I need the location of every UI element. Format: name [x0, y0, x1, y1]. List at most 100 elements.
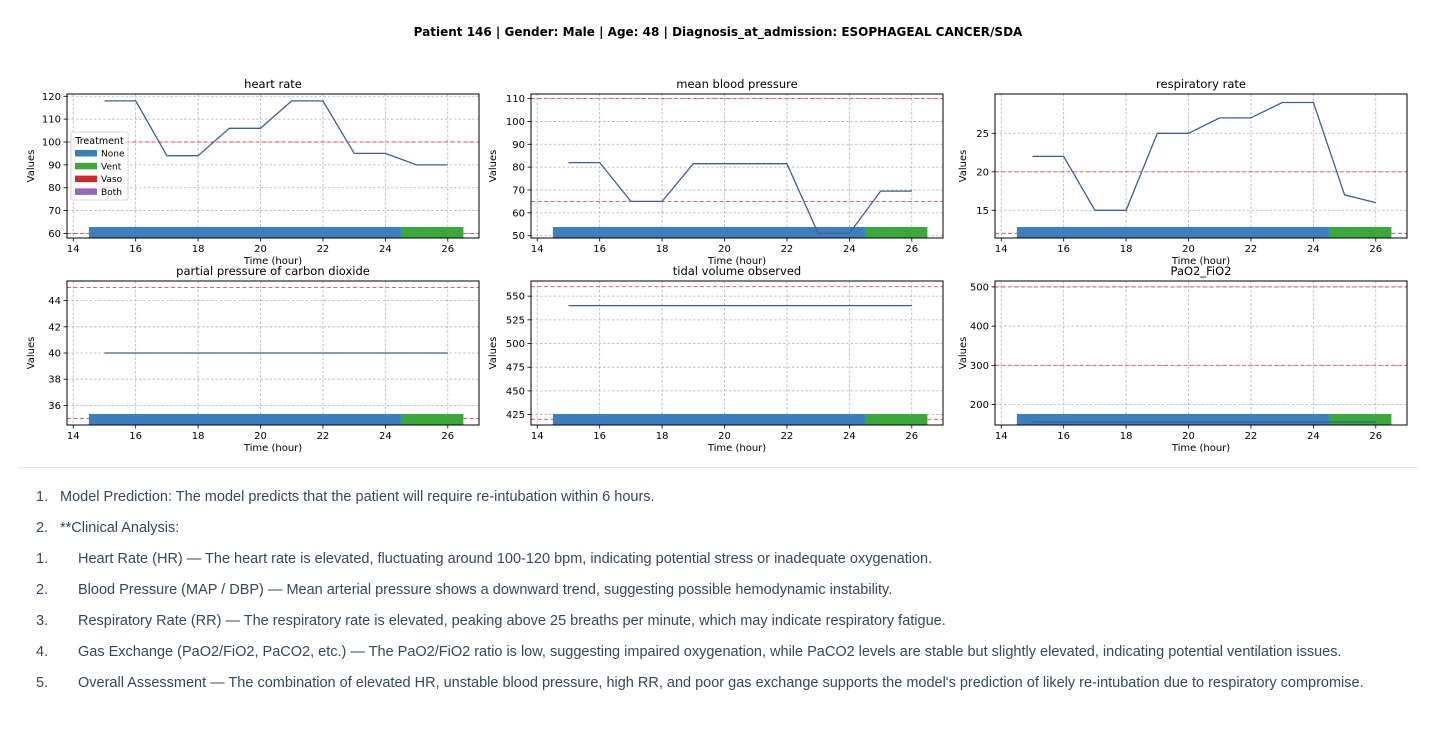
x-tick-label: 24 — [379, 431, 392, 442]
item-number: 1. — [36, 489, 49, 505]
y-axis-label: Values — [26, 150, 37, 183]
y-tick-label: 400 — [970, 322, 989, 333]
y-tick-label: 25 — [976, 129, 989, 140]
x-tick-label: 24 — [1307, 244, 1320, 255]
x-tick-label: 16 — [129, 244, 142, 255]
x-tick-label: 14 — [531, 431, 544, 442]
y-tick-label: 70 — [512, 186, 525, 197]
item-text: Model Prediction: The model predicts tha… — [60, 489, 655, 505]
y-tick-label: 15 — [976, 206, 989, 217]
x-tick-label: 22 — [781, 431, 794, 442]
analysis-list: 1. Model Prediction: The model predicts t… — [0, 477, 1436, 694]
legend-label: None — [101, 150, 125, 160]
y-tick-label: 500 — [506, 339, 525, 350]
y-tick-label: 40 — [48, 349, 61, 360]
x-tick-label: 26 — [1369, 431, 1382, 442]
y-tick-label: 450 — [506, 386, 525, 397]
y-tick-label: 60 — [512, 208, 525, 219]
x-tick-label: 26 — [905, 244, 918, 255]
chart-panel: mean blood pressure 14 16 18 20 22 24 26 50 60 70 8… — [488, 77, 944, 267]
y-tick-label: 475 — [506, 363, 525, 374]
y-axis-label: Values — [958, 337, 969, 370]
x-tick-label: 14 — [995, 244, 1008, 255]
y-tick-label: 20 — [976, 167, 989, 178]
y-tick-label: 300 — [970, 361, 989, 372]
y-tick-label: 38 — [48, 375, 61, 386]
x-tick-label: 18 — [1120, 431, 1133, 442]
y-tick-label: 44 — [48, 296, 61, 307]
treatment-bar-vent — [1328, 414, 1392, 425]
x-tick-label: 22 — [1245, 244, 1258, 255]
x-tick-label: 26 — [441, 431, 454, 442]
vitals-figure: Patient 146 | Gender: Male | Age: 48 | D… — [26, 25, 1408, 454]
y-tick-label: 90 — [512, 140, 525, 151]
axes-frame — [994, 93, 1408, 239]
item-text: Heart Rate (HR) — The heart rate is elev… — [78, 551, 933, 567]
treatment-bar-none — [1016, 227, 1329, 238]
legend-label: Both — [101, 188, 122, 198]
x-tick-label: 24 — [843, 244, 856, 255]
chart-title: heart rate — [244, 77, 302, 91]
treatment-bar-none — [1016, 414, 1329, 425]
y-tick-label: 100 — [42, 138, 61, 149]
y-tick-label: 110 — [42, 115, 61, 126]
x-tick-label: 18 — [192, 431, 205, 442]
x-tick-label: 20 — [254, 431, 267, 442]
treatment-bar-none — [552, 227, 865, 238]
list-item: 1. Heart Rate (HR) — The heart rate is el… — [0, 539, 1436, 570]
axes-frame — [66, 280, 480, 426]
treatment-bar-vent — [400, 414, 464, 425]
legend-title: Treatment — [74, 136, 124, 147]
chart-title: partial pressure of carbon dioxide — [176, 264, 370, 278]
treatment-bar-none — [552, 414, 865, 425]
y-tick-label: 50 — [512, 231, 525, 242]
x-tick-label: 22 — [317, 244, 330, 255]
legend-box — [70, 131, 129, 201]
axes-frame — [530, 93, 944, 239]
list-item: 5. Overall Assessment — The combination o… — [0, 663, 1436, 694]
y-tick-label: 90 — [48, 160, 61, 171]
x-tick-label: 16 — [129, 431, 142, 442]
item-number: 2. — [36, 582, 49, 598]
treatment-bar-vent — [400, 227, 464, 238]
item-text: Overall Assessment — The combination of … — [78, 675, 1364, 691]
x-tick-label: 14 — [531, 244, 544, 255]
legend-label: Vent — [101, 162, 122, 172]
axes-frame — [530, 280, 944, 426]
chart-title: mean blood pressure — [676, 77, 797, 91]
x-tick-label: 14 — [995, 431, 1008, 442]
x-tick-label: 26 — [1369, 244, 1382, 255]
y-tick-label: 42 — [48, 322, 61, 333]
treatment-bar-vent — [1328, 227, 1392, 238]
legend-swatch-vent — [75, 162, 97, 170]
x-axis-label: Time (hour) — [707, 443, 766, 454]
chart-title: respiratory rate — [1156, 77, 1246, 91]
item-text: Gas Exchange (PaO2/FiO2, PaCO2, etc.) — … — [78, 644, 1342, 660]
x-tick-label: 14 — [67, 431, 80, 442]
section-divider — [18, 467, 1418, 468]
x-tick-label: 20 — [254, 244, 267, 255]
item-text: Respiratory Rate (RR) — The respiratory … — [78, 613, 946, 629]
x-tick-label: 24 — [1307, 431, 1320, 442]
x-axis-label: Time (hour) — [1171, 443, 1230, 454]
list-item: 1. Model Prediction: The model predicts t… — [0, 477, 1436, 508]
y-axis-label: Values — [958, 150, 969, 183]
x-tick-label: 16 — [1057, 244, 1070, 255]
treatment-bar-vent — [864, 227, 928, 238]
series-line — [104, 100, 448, 166]
treatment-bar-none — [88, 414, 401, 425]
y-axis-label: Values — [488, 337, 499, 370]
y-axis-label: Values — [488, 150, 499, 183]
chart-panel: PaO2_FiO2 14 16 18 20 22 24 26 200 300 400 500 Time … — [958, 264, 1408, 454]
chart-title: tidal volume observed — [673, 264, 801, 278]
x-axis-label: Time (hour) — [1171, 256, 1230, 267]
series-line — [1032, 101, 1376, 211]
item-number: 4. — [36, 644, 49, 660]
x-axis-label: Time (hour) — [243, 443, 302, 454]
x-tick-label: 16 — [593, 431, 606, 442]
y-axis-label: Values — [26, 337, 37, 370]
y-tick-label: 60 — [48, 229, 61, 240]
figure-title: Patient 146 | Gender: Male | Age: 48 | D… — [414, 25, 1023, 40]
x-tick-label: 20 — [718, 244, 731, 255]
list-item: 2. Blood Pressure (MAP / DBP) — Mean arte… — [0, 570, 1436, 601]
